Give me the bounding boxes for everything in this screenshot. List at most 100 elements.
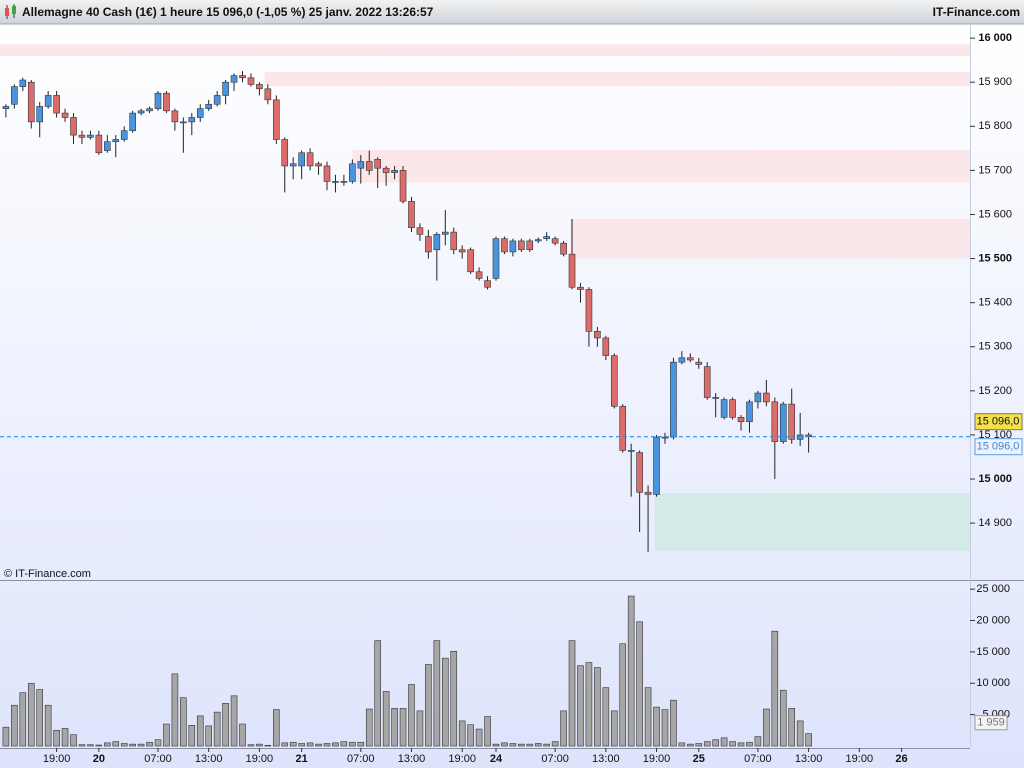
x-tick-label: 07:00 [144,753,172,765]
candle-body [425,236,432,253]
candle-body [763,392,770,403]
volume-bar [796,720,804,747]
volume-bar [568,640,576,747]
volume-bar [754,736,762,747]
volume-bar [298,743,305,747]
candle-body [281,139,289,167]
volume-bar [357,741,365,747]
last-volume-label: 1 959 [977,717,1005,729]
volume-bar [408,684,415,747]
x-tick-label: 21 [296,753,308,765]
x-tick-label: 19:00 [246,753,274,765]
candle-body [746,401,753,423]
volume-bar [526,743,534,747]
candle-body [441,231,449,235]
x-tick-label: 13:00 [195,753,223,765]
volume-bar [737,742,745,747]
candle-body [163,92,170,112]
volume-bar [44,704,52,747]
volume-bar [678,742,686,747]
candle-body [120,130,128,140]
candle-body [458,249,466,253]
watermark: © IT-Finance.com [4,568,91,580]
volume-bar [256,743,263,747]
volume-bar [475,728,483,747]
volume-bar [2,726,10,747]
volume-bar [551,741,559,747]
candle-body [534,239,542,242]
candle-body [551,238,559,244]
volume-bar [154,739,162,747]
volume-bar [534,743,542,747]
volume-bar [163,723,170,747]
candle-body [70,117,77,136]
volume-bar [644,687,652,747]
chart-title: Allemagne 40 Cash (1€) 1 heure 15 096,0 … [22,5,434,19]
volume-bar [374,640,381,747]
volume-bar [19,692,27,747]
candle-body [737,417,745,423]
volume-bar [594,667,601,747]
candle-body [678,357,686,363]
candle-body [416,227,424,235]
volume-bar [36,689,44,747]
candle-body [670,361,677,438]
volume-bar [779,689,787,747]
candle-body [188,117,196,123]
volume-bar [543,743,550,747]
volume-bar [365,708,373,747]
volume-bar [247,744,255,747]
candle-body [264,88,272,101]
volume-bar [788,708,796,747]
candle-body [568,253,576,288]
candle-body [137,110,145,114]
volume-bar [585,662,593,747]
source: IT-Finance.com [933,5,1020,19]
candle-body [357,161,365,169]
candle-body [61,112,69,118]
volume-bar [306,742,314,747]
volume-tick-label: 15 000 [976,646,1010,658]
candle-body [196,108,204,118]
x-tick-label: 24 [490,753,503,765]
candle-body [687,357,694,361]
candle-body [484,280,491,288]
volume-panel [0,581,1024,768]
volume-bar [399,708,407,747]
candle-body [27,81,35,123]
volume-bar [180,697,187,747]
volume-bar [146,741,153,747]
volume-bar [196,715,204,747]
candle-body [247,77,255,85]
volume-bar [577,665,584,747]
candle-body [695,361,703,365]
candle-body [289,163,297,167]
volume-bar [104,742,111,747]
candle-body [171,110,179,123]
volume-bar [602,687,610,747]
volume-tick-label: 25 000 [976,583,1010,595]
candle-body [771,401,779,442]
volume-bar [729,741,736,747]
y-tick-label: 15 900 [978,76,1012,88]
volume-bar [416,710,424,747]
candle-body [577,286,584,290]
candle-body [408,200,415,229]
candle-body [239,75,246,79]
volume-bar [332,742,339,747]
volume-bar [518,743,525,747]
x-tick-label: 13:00 [795,753,823,765]
candle-body [594,331,601,339]
candle-body [154,92,162,109]
candle-body [340,181,348,183]
candle-body [653,436,660,495]
volume-bar [610,710,618,747]
volume-bar [230,695,238,747]
volume-tick-label: 10 000 [976,677,1010,689]
volume-bar [188,724,196,747]
candle-body [365,161,373,171]
candle-body [619,405,627,451]
candle-body [272,99,280,140]
volume-bar [289,741,297,747]
